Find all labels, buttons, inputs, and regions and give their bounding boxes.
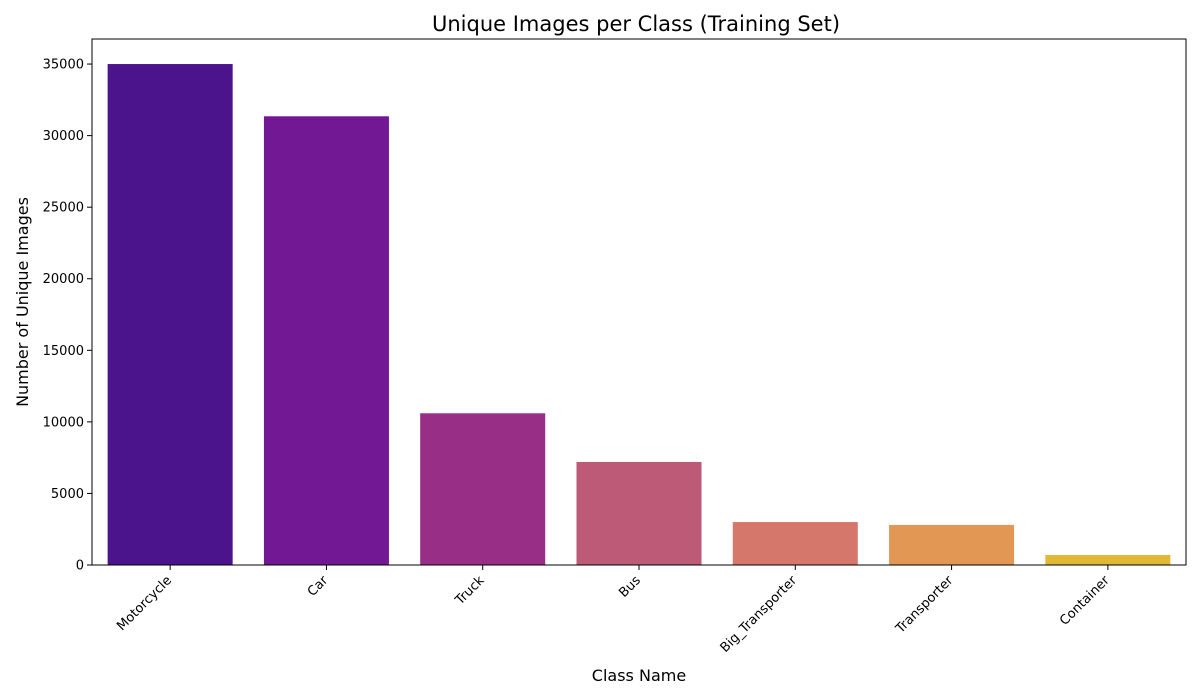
y-tick-label: 20000 xyxy=(43,272,84,287)
bar-container xyxy=(1045,554,1171,565)
x-tick-label: Container xyxy=(1057,573,1113,629)
y-tick-label: 30000 xyxy=(43,129,84,144)
x-tick-label: Bus xyxy=(616,573,644,601)
y-tick-label: 5000 xyxy=(51,487,84,502)
plot-frame xyxy=(91,38,1187,566)
bar-big-transporter xyxy=(732,522,858,565)
chart-title: Unique Images per Class (Training Set) xyxy=(432,12,840,36)
x-tick-label: Motorcycle xyxy=(114,573,175,634)
y-tick-label: 0 xyxy=(76,559,84,574)
bar-bus xyxy=(576,461,702,565)
plot-area: Motorcycle Car Truck Bus Big_Transporter Tran… xyxy=(43,38,1187,656)
y-tick-label: 35000 xyxy=(43,58,84,73)
y-axis-label: Number of Unique Images xyxy=(13,197,32,407)
x-tick-label: Transporter xyxy=(893,573,957,637)
x-tick-label: Big_Transporter xyxy=(718,573,801,656)
bar-truck xyxy=(420,413,546,565)
bar-motorcycle xyxy=(107,64,233,566)
bar-transporter xyxy=(889,524,1015,565)
y-tick-label: 25000 xyxy=(43,201,84,216)
x-tick-label: Truck xyxy=(452,573,488,609)
bar-car xyxy=(263,116,389,565)
x-tick-label: Car xyxy=(305,573,332,600)
y-tick-label: 15000 xyxy=(43,344,84,359)
x-axis-label: Class Name xyxy=(592,666,686,685)
y-tick-label: 10000 xyxy=(43,415,84,430)
